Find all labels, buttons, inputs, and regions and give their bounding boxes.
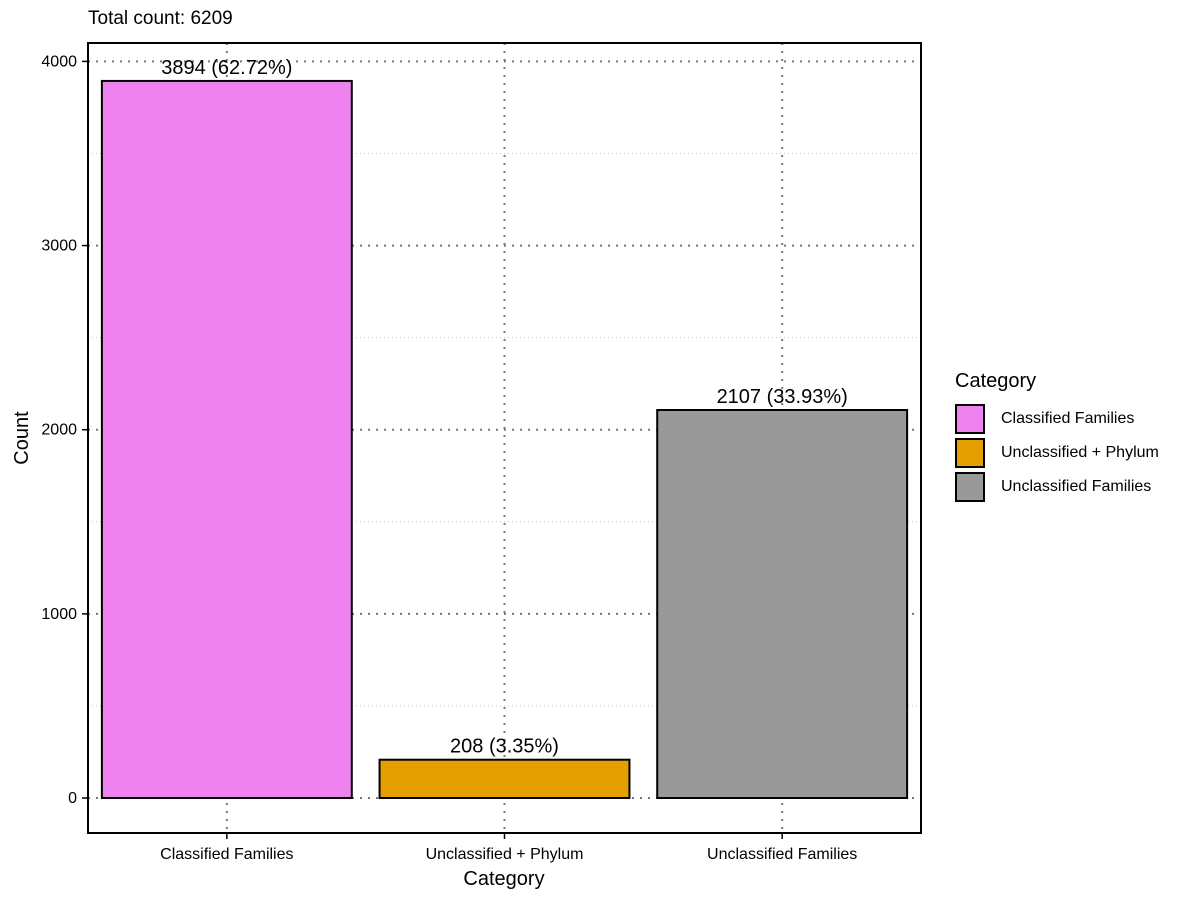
legend-key (955, 438, 985, 468)
legend-key (955, 472, 985, 502)
legend-item: Classified Families (955, 402, 1159, 436)
data-label: 3894 (62.72%) (161, 57, 292, 79)
chart-subtitle: Total count: 6209 (88, 8, 233, 29)
legend-key (955, 404, 985, 434)
legend-item: Unclassified Families (955, 470, 1159, 504)
x-axis-ticks: Classified Families Unclassified + Phylum… (160, 833, 857, 863)
bar (100, 79, 353, 800)
y-tick-label: 3000 (41, 238, 77, 255)
legend-label: Classified Families (1001, 410, 1135, 427)
legend-label: Unclassified Families (1001, 478, 1152, 495)
bar (656, 409, 909, 800)
legend-title: Category (955, 370, 1037, 392)
x-tick-label: Unclassified Families (707, 846, 857, 863)
data-label: 208 (3.35%) (450, 736, 559, 758)
x-axis-title: Category (463, 868, 544, 890)
legend-label: Unclassified + Phylum (1001, 444, 1159, 461)
bar (378, 758, 631, 800)
legend-item: Unclassified + Phylum (955, 436, 1159, 470)
y-tick-label: 1000 (41, 606, 77, 623)
bars (100, 79, 909, 800)
y-axis-title: Count (11, 411, 33, 465)
y-tick-label: 2000 (41, 422, 77, 439)
x-tick-label: Classified Families (160, 846, 293, 863)
data-label: 2107 (33.93%) (717, 386, 848, 408)
y-tick-label: 4000 (41, 53, 77, 70)
y-axis-ticks: 0 1000 2000 3000 4000 (41, 53, 88, 807)
legend: Category Classified Families Unclassifie… (955, 370, 1159, 504)
y-tick-label: 0 (68, 790, 77, 807)
data-labels: 3894 (62.72%) 208 (3.35%) 2107 (33.93%) (161, 57, 848, 758)
x-tick-label: Unclassified + Phylum (426, 846, 584, 863)
